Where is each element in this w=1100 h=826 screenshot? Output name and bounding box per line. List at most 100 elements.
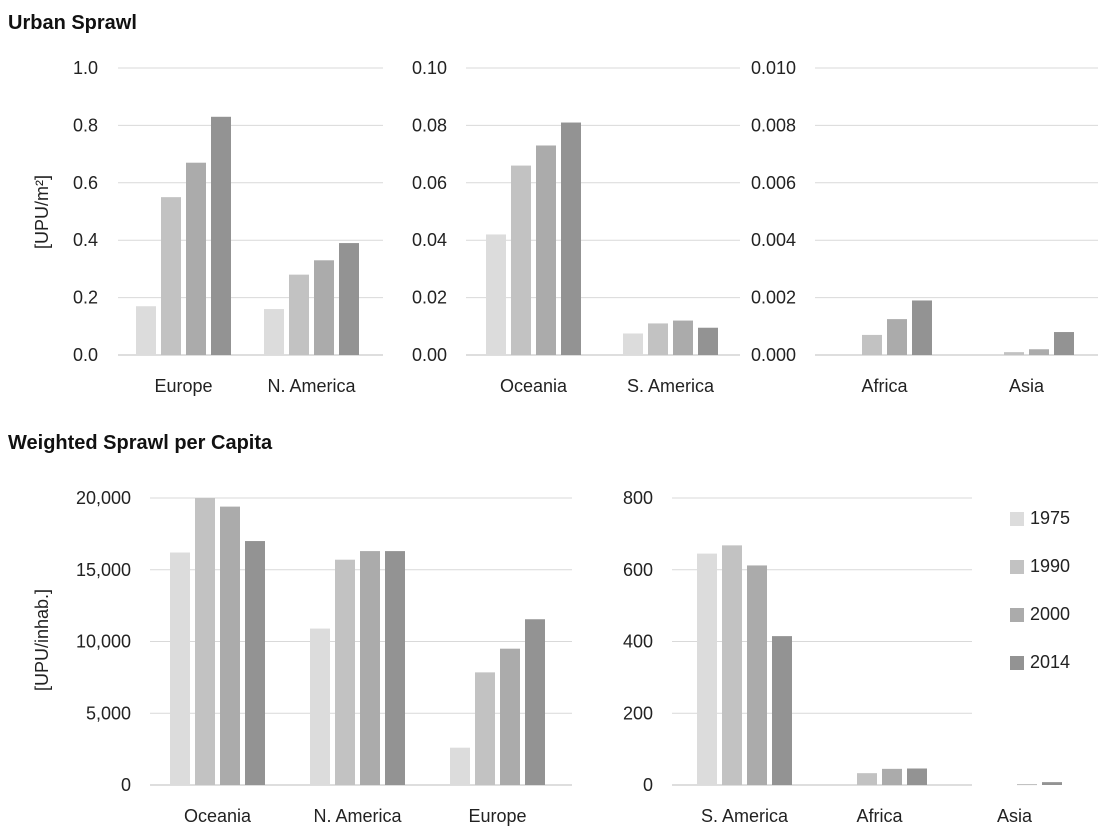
category-label: N. America bbox=[313, 806, 402, 826]
bar-2014 bbox=[339, 243, 359, 355]
category-label: Oceania bbox=[184, 806, 252, 826]
y-tick-label: 5,000 bbox=[86, 703, 131, 723]
bar-2000 bbox=[1029, 349, 1049, 355]
y-tick-label: 1.0 bbox=[73, 58, 98, 78]
y-tick-label: 0.6 bbox=[73, 173, 98, 193]
bar-1975 bbox=[450, 747, 470, 785]
y-tick-label: 0.08 bbox=[412, 115, 447, 135]
chart-panel-3: 0.000 0.002 0.004 0.006 0.008 0.010 Africa Asia bbox=[751, 58, 1098, 396]
category-label: N. America bbox=[267, 376, 356, 396]
bar-2014 bbox=[211, 116, 231, 355]
section-title-urban-sprawl: Urban Sprawl bbox=[8, 12, 137, 34]
bar-2000 bbox=[360, 551, 380, 785]
y-tick-label: 400 bbox=[623, 632, 653, 652]
category-label: Africa bbox=[861, 376, 908, 396]
bar-2000 bbox=[314, 260, 334, 355]
bar-1975 bbox=[310, 628, 330, 785]
y-tick-label: 0.000 bbox=[751, 345, 796, 365]
y-axis-label: [UPU/m²] bbox=[32, 175, 52, 249]
y-tick-label: 0.4 bbox=[73, 230, 98, 250]
legend-label: 1990 bbox=[1030, 556, 1070, 576]
legend-swatch-1990 bbox=[1010, 560, 1024, 574]
bar-2014 bbox=[1054, 332, 1074, 355]
chart-panel-5: 0 200 400 600 800 S. America Africa Asia bbox=[623, 488, 1062, 826]
bar-1975 bbox=[697, 553, 717, 785]
bar-2014 bbox=[245, 541, 265, 785]
bar-2014 bbox=[698, 327, 718, 355]
bar-1990 bbox=[511, 165, 531, 355]
y-tick-label: 15,000 bbox=[76, 560, 131, 580]
bar-1975 bbox=[170, 552, 190, 785]
bar-1975 bbox=[623, 333, 643, 355]
legend-swatch-1975 bbox=[1010, 512, 1024, 526]
category-label: Asia bbox=[997, 806, 1033, 826]
bar-2000 bbox=[220, 506, 240, 785]
bar-1990 bbox=[475, 672, 495, 785]
y-tick-label: 0.06 bbox=[412, 173, 447, 193]
y-axis-label: [UPU/inhab.] bbox=[32, 589, 52, 691]
bar-1990 bbox=[862, 334, 882, 355]
y-tick-label: 600 bbox=[623, 560, 653, 580]
bar-2000 bbox=[500, 648, 520, 785]
bar-2014 bbox=[772, 636, 792, 785]
y-tick-label: 0 bbox=[643, 775, 653, 795]
bar-1975 bbox=[264, 309, 284, 355]
chart-panel-2: 0.00 0.02 0.04 0.06 0.08 0.10 Oceania S. Americ… bbox=[412, 58, 740, 396]
bar-2014 bbox=[525, 619, 545, 785]
bar-2000 bbox=[887, 319, 907, 355]
bar-2014 bbox=[912, 300, 932, 355]
y-tick-label: 0.02 bbox=[412, 288, 447, 308]
y-tick-label: 20,000 bbox=[76, 488, 131, 508]
bar-1975 bbox=[486, 234, 506, 355]
bar-2000 bbox=[673, 320, 693, 355]
category-label: Africa bbox=[856, 806, 903, 826]
category-label: Asia bbox=[1009, 376, 1045, 396]
y-tick-label: 800 bbox=[623, 488, 653, 508]
legend-swatch-2000 bbox=[1010, 608, 1024, 622]
y-tick-label: 10,000 bbox=[76, 632, 131, 652]
bar-1990 bbox=[195, 498, 215, 785]
bar-2000 bbox=[536, 145, 556, 355]
y-tick-label: 0.008 bbox=[751, 115, 796, 135]
chart-panel-4: 0 5,000 10,000 15,000 20,000 [UPU/inhab.] Ocea… bbox=[32, 488, 572, 826]
y-tick-label: 0.10 bbox=[412, 58, 447, 78]
bar-1990 bbox=[335, 559, 355, 785]
bar-1990 bbox=[722, 545, 742, 785]
legend: 1975 1990 2000 2014 bbox=[1010, 508, 1070, 672]
bar-2000 bbox=[1017, 784, 1037, 786]
y-tick-label: 0.2 bbox=[73, 288, 98, 308]
bar-2014 bbox=[1042, 782, 1062, 785]
legend-label: 1975 bbox=[1030, 508, 1070, 528]
bar-2014 bbox=[561, 122, 581, 355]
category-label: S. America bbox=[627, 376, 715, 396]
y-tick-label: 0.8 bbox=[73, 115, 98, 135]
bar-1990 bbox=[161, 197, 181, 355]
bar-2000 bbox=[747, 565, 767, 785]
bar-1990 bbox=[1004, 352, 1024, 355]
legend-label: 2000 bbox=[1030, 604, 1070, 624]
bar-2000 bbox=[882, 768, 902, 785]
section-title-weighted-sprawl: Weighted Sprawl per Capita bbox=[8, 432, 273, 454]
category-label: Oceania bbox=[500, 376, 568, 396]
chart-panel-1: 0.0 0.2 0.4 0.6 0.8 1.0 [UPU/m²] Europe N. Ameri… bbox=[32, 58, 383, 396]
y-tick-label: 0.0 bbox=[73, 345, 98, 365]
category-label: Europe bbox=[468, 806, 526, 826]
y-tick-label: 0.002 bbox=[751, 288, 796, 308]
bar-2014 bbox=[385, 551, 405, 785]
bar-2000 bbox=[186, 162, 206, 355]
y-tick-label: 0.004 bbox=[751, 230, 796, 250]
bar-1990 bbox=[857, 773, 877, 785]
y-tick-label: 200 bbox=[623, 703, 653, 723]
bar-1990 bbox=[648, 323, 668, 355]
y-tick-label: 0.010 bbox=[751, 58, 796, 78]
y-tick-label: 0.006 bbox=[751, 173, 796, 193]
bar-2014 bbox=[907, 768, 927, 785]
y-tick-label: 0.04 bbox=[412, 230, 447, 250]
legend-label: 2014 bbox=[1030, 652, 1070, 672]
y-tick-label: 0 bbox=[121, 775, 131, 795]
bar-1975 bbox=[136, 306, 156, 355]
bar-1990 bbox=[289, 274, 309, 355]
category-label: Europe bbox=[154, 376, 212, 396]
legend-swatch-2014 bbox=[1010, 656, 1024, 670]
